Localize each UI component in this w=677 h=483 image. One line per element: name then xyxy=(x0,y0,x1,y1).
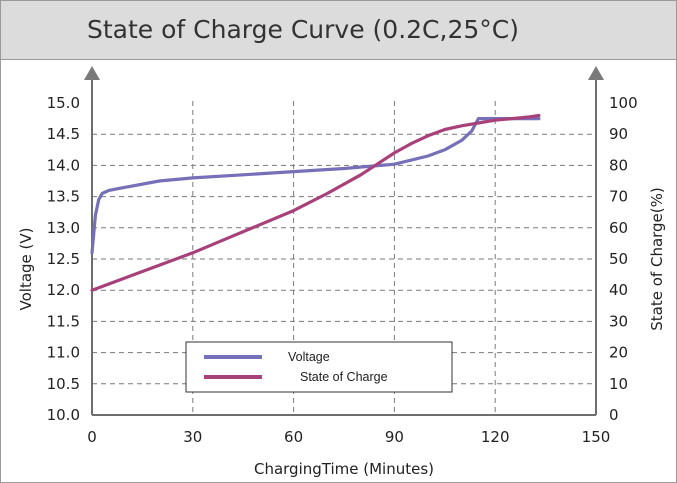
y-right-tick-label: 30 xyxy=(609,312,628,330)
x-tick-label: 60 xyxy=(284,428,303,446)
y-left-tick-label: 10.0 xyxy=(47,406,80,424)
y-left-tick-label: 10.5 xyxy=(47,375,80,393)
legend-label: Voltage xyxy=(288,350,330,364)
y-right-tick-label: 20 xyxy=(609,344,628,362)
y-left-tick-label: 13.0 xyxy=(47,219,80,237)
y-left-tick-label: 13.5 xyxy=(47,188,80,206)
series-line-state-of-charge xyxy=(90,113,541,292)
y-right-tick-label: 80 xyxy=(609,156,628,174)
y-left-tick-label: 12.0 xyxy=(47,281,80,299)
y-left-tick-label: 11.0 xyxy=(47,344,80,362)
y-right-tick-label: 70 xyxy=(609,188,628,206)
y-right-tick-label: 40 xyxy=(609,281,628,299)
y-right-tick-label: 50 xyxy=(609,250,628,268)
y-right-tick-label: 10 xyxy=(609,375,628,393)
title-bar: State of Charge Curve (0.2C,25°C) xyxy=(1,1,676,60)
x-tick-label: 90 xyxy=(385,428,404,446)
y-right-tick-label: 0 xyxy=(609,406,619,424)
x-tick-label: 0 xyxy=(87,428,97,446)
y-right-axis-label: State of Charge(%) xyxy=(648,187,666,330)
y-right-tick-label: 100 xyxy=(609,94,638,112)
x-axis-label: ChargingTime (Minutes) xyxy=(254,460,434,478)
x-tick-label: 120 xyxy=(481,428,510,446)
legend-box xyxy=(185,341,453,393)
y-left-tick-label: 14.0 xyxy=(47,156,80,174)
y-right-tick-label: 90 xyxy=(609,125,628,143)
legend-label: State of Charge xyxy=(300,370,388,384)
y-left-tick-label: 14.5 xyxy=(47,125,80,143)
right-axis-arrow xyxy=(588,66,604,80)
y-left-axis-label: Voltage (V) xyxy=(17,228,35,311)
x-tick-label: 150 xyxy=(582,428,611,446)
series-line-voltage xyxy=(90,117,541,255)
y-left-tick-label: 12.5 xyxy=(47,250,80,268)
y-right-tick-label: 60 xyxy=(609,219,628,237)
x-tick-label: 30 xyxy=(183,428,202,446)
chart-title: State of Charge Curve (0.2C,25°C) xyxy=(87,15,519,44)
left-axis-arrow xyxy=(84,66,100,80)
y-left-tick-label: 15.0 xyxy=(47,94,80,112)
y-left-tick-label: 11.5 xyxy=(47,312,80,330)
